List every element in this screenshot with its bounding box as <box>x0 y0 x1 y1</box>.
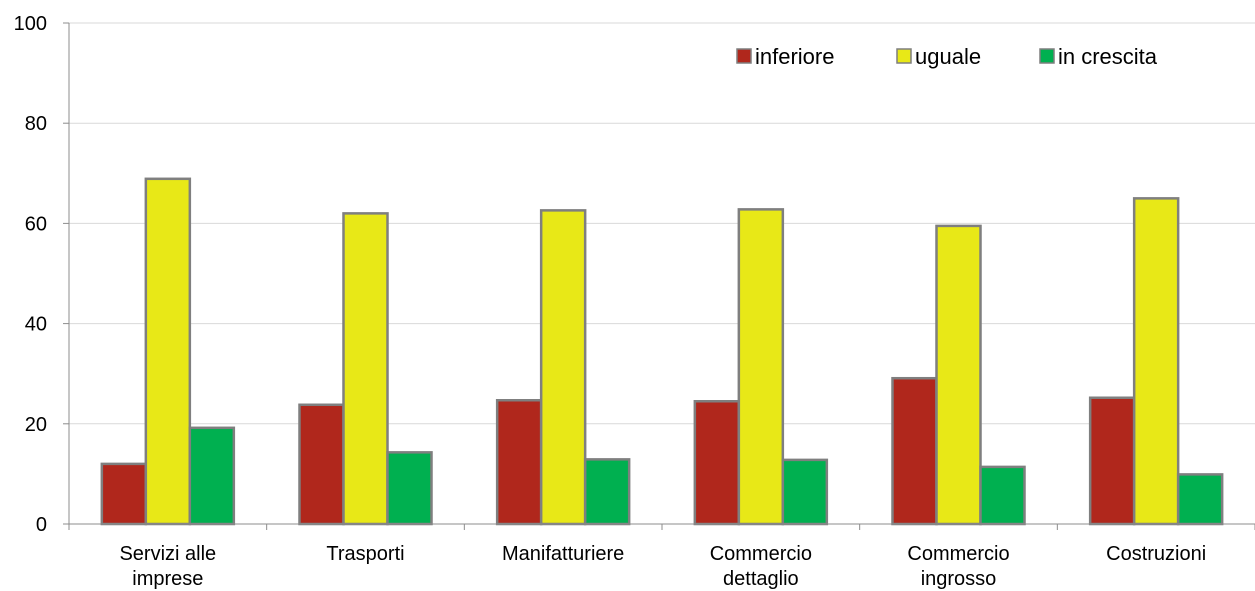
x-category-label: Commercio <box>907 543 1009 565</box>
x-category-label: Trasporti <box>326 543 404 565</box>
bar-inferiore <box>693 400 741 526</box>
legend-label: inferiore <box>755 44 834 69</box>
x-category-label: ingrosso <box>921 568 997 590</box>
bar-in-crescita <box>1176 473 1224 526</box>
y-tick-label: 20 <box>25 414 47 436</box>
y-tick-labels: 0 20 40 60 80 100 <box>14 13 47 536</box>
bar-uguale <box>342 212 389 526</box>
legend: inferiore uguale in crescita <box>736 44 1158 69</box>
bar-in-crescita <box>386 451 433 526</box>
bar-inferiore <box>100 462 148 526</box>
y-tick-label: 80 <box>25 113 47 135</box>
legend-swatch <box>1039 48 1055 64</box>
bar-in-crescita <box>188 426 236 526</box>
legend-label: uguale <box>915 44 981 69</box>
bar-uguale <box>144 177 192 526</box>
legend-swatch <box>736 48 752 64</box>
bar-inferiore <box>298 403 345 526</box>
y-tick-label: 40 <box>25 314 47 336</box>
bar-in-crescita <box>979 465 1026 526</box>
x-category-label: Costruzioni <box>1106 543 1206 565</box>
bar-in-crescita <box>781 458 829 526</box>
bar-uguale <box>737 208 785 526</box>
x-category-labels: Servizi alle imprese Trasporti Manifatturie… <box>119 543 1206 590</box>
bar-uguale <box>539 209 587 526</box>
x-category-label: Servizi alle <box>119 543 216 565</box>
bar-uguale <box>1132 197 1180 526</box>
bars <box>100 177 1224 526</box>
bar-uguale <box>935 224 982 526</box>
y-tick-label: 100 <box>14 13 47 35</box>
legend-swatch <box>896 48 912 64</box>
axes <box>63 22 1255 530</box>
bar-inferiore <box>1088 396 1136 526</box>
y-tick-label: 60 <box>25 213 47 235</box>
x-category-label: Commercio <box>710 543 812 565</box>
x-category-label: dettaglio <box>723 568 799 590</box>
bar-inferiore <box>891 376 938 526</box>
x-category-label: Manifatturiere <box>502 543 624 565</box>
bar-inferiore <box>495 399 543 526</box>
x-category-label: imprese <box>132 568 203 590</box>
gridlines <box>69 22 1255 425</box>
y-tick-label: 0 <box>36 514 47 536</box>
bar-in-crescita <box>583 458 631 526</box>
legend-label: in crescita <box>1058 44 1158 69</box>
